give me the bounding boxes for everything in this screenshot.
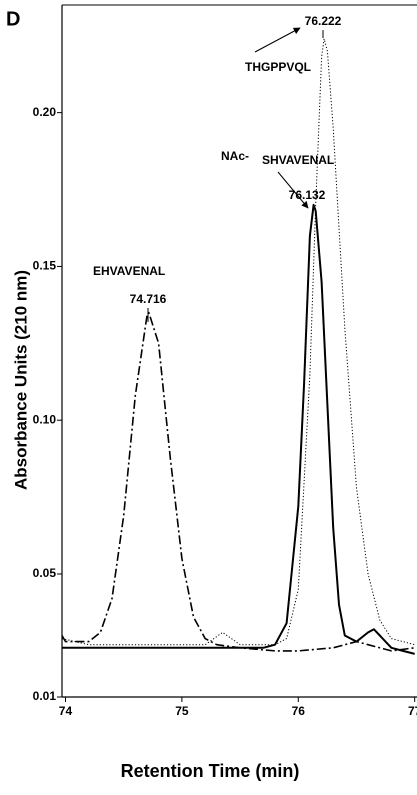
line-series xyxy=(61,38,415,646)
y-tick-label: 0.15 xyxy=(33,259,57,273)
x-tick-label: 75 xyxy=(175,704,189,718)
x-tick-label: 77 xyxy=(408,704,417,718)
peak-label: 76.222 xyxy=(305,14,342,28)
y-axis-label: Absorbance Units (210 nm) xyxy=(11,270,30,490)
arrow xyxy=(254,27,301,53)
arrow xyxy=(277,171,309,209)
line-series xyxy=(61,311,415,652)
y-tick-label: 0.10 xyxy=(33,412,57,426)
y-tick-label: 0.05 xyxy=(33,566,57,580)
series-name: THGPPVQL xyxy=(245,60,311,74)
line-series xyxy=(62,203,415,655)
panel-label: D xyxy=(6,8,20,30)
x-tick-label: 76 xyxy=(292,704,306,718)
y-tick-label: 0.20 xyxy=(33,105,57,119)
x-tick-label: 74 xyxy=(59,704,73,718)
peak-label: 74.716 xyxy=(130,292,167,306)
y-tick-label: 0.01 xyxy=(33,689,57,703)
peak-label: 76.132 xyxy=(289,188,326,202)
x-axis-label: Retention Time (min) xyxy=(121,761,300,781)
series-name: EHVAVENAL xyxy=(93,264,165,278)
series-name: SHVAVENAL xyxy=(262,153,334,167)
series-prefix: NAc- xyxy=(221,149,249,163)
